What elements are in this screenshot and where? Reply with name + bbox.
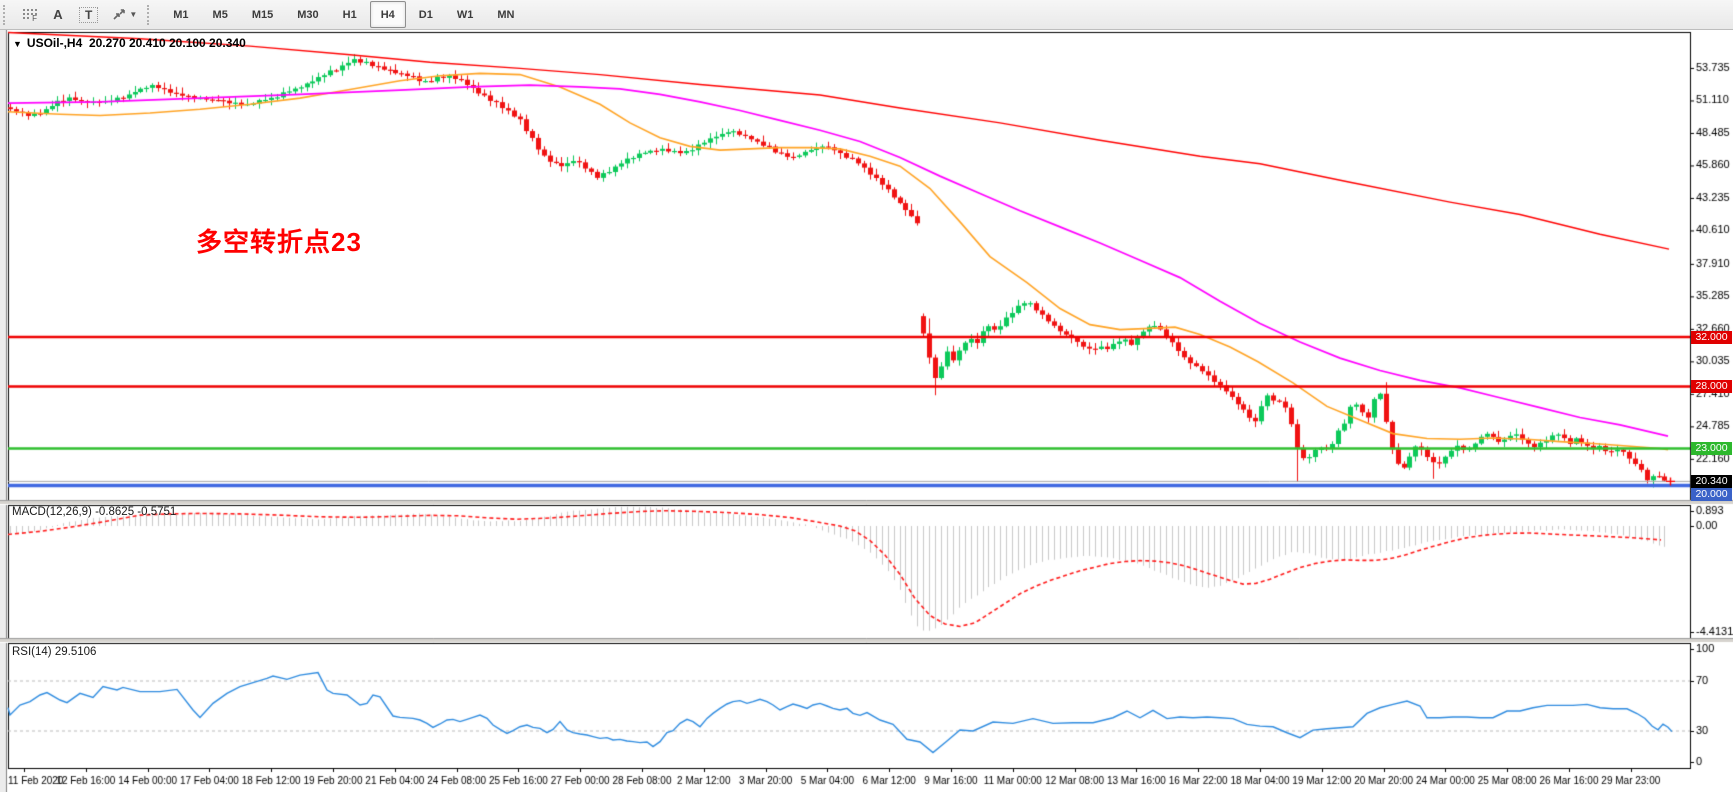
toolbar-grip2[interactable] <box>147 4 155 25</box>
tf-button-H4[interactable]: H4 <box>369 1 406 28</box>
tf-button-H1[interactable]: H1 <box>342 8 357 21</box>
tf-button-M1[interactable]: M1 <box>173 8 189 21</box>
template-grid-button[interactable]: F <box>17 4 42 26</box>
chart-symbol-title[interactable]: ▼ USOil-,H4 20.270 20.410 20.100 20.340 <box>13 36 246 50</box>
price-level-badge-23.000: 23.000 <box>1691 442 1732 455</box>
tf-button-MN[interactable]: MN <box>497 8 515 21</box>
price-level-badge-28.000: 28.000 <box>1691 380 1732 393</box>
font-tool-button[interactable]: A <box>46 4 70 26</box>
rsi-value: 29.5106 <box>54 646 97 658</box>
toolbar-grip[interactable] <box>3 4 11 25</box>
price-level-badge-32.000: 32.000 <box>1691 331 1732 344</box>
tf-button-M30[interactable]: M30 <box>297 8 319 21</box>
symbol-name: USOil-,H4 <box>26 36 83 50</box>
symbol-dropdown-icon[interactable]: ▼ <box>13 39 22 49</box>
text-tool-button[interactable]: T <box>74 4 103 26</box>
rsi-indicator-label: RSI(14) 29.5106 <box>12 646 96 658</box>
price-level-badge-20.000: 20.000 <box>1691 488 1732 501</box>
tf-button-M15[interactable]: M15 <box>251 8 274 21</box>
drawing-tools-button[interactable]: ▼ <box>107 4 142 26</box>
macd-name: MACD(12,26,9) <box>12 506 92 518</box>
price-level-badge-20.340: 20.340 <box>1691 475 1732 488</box>
macd-values: -0.8625 -0.5751 <box>95 506 177 518</box>
tf-button-D1[interactable]: D1 <box>418 8 433 21</box>
tf-button-M5[interactable]: M5 <box>212 8 228 21</box>
chart-canvas[interactable] <box>0 30 1733 792</box>
chart-annotation-text[interactable]: 多空转折点23 <box>196 227 362 257</box>
macd-indicator-label: MACD(12,26,9) -0.8625 -0.5751 <box>12 506 176 518</box>
letter-a-icon: A <box>53 7 63 22</box>
top-toolbar: F A T ▼ M1 M5 M15 M30 H1 H4 D1 W1 MN <box>0 0 1733 30</box>
rsi-name: RSI(14) <box>12 646 52 658</box>
grid-f-icon: F <box>22 8 37 23</box>
timeframe-button-group: M1 M5 M15 M30 H1 H4 D1 W1 MN <box>161 1 526 28</box>
chevron-down-icon: ▼ <box>129 10 138 19</box>
tf-button-W1[interactable]: W1 <box>456 8 474 21</box>
text-tool-icon: T <box>79 6 99 23</box>
tool-f-label: F <box>32 14 37 23</box>
arrows-icon <box>112 8 126 21</box>
symbol-ohlc-values: 20.270 20.410 20.100 20.340 <box>88 36 246 50</box>
